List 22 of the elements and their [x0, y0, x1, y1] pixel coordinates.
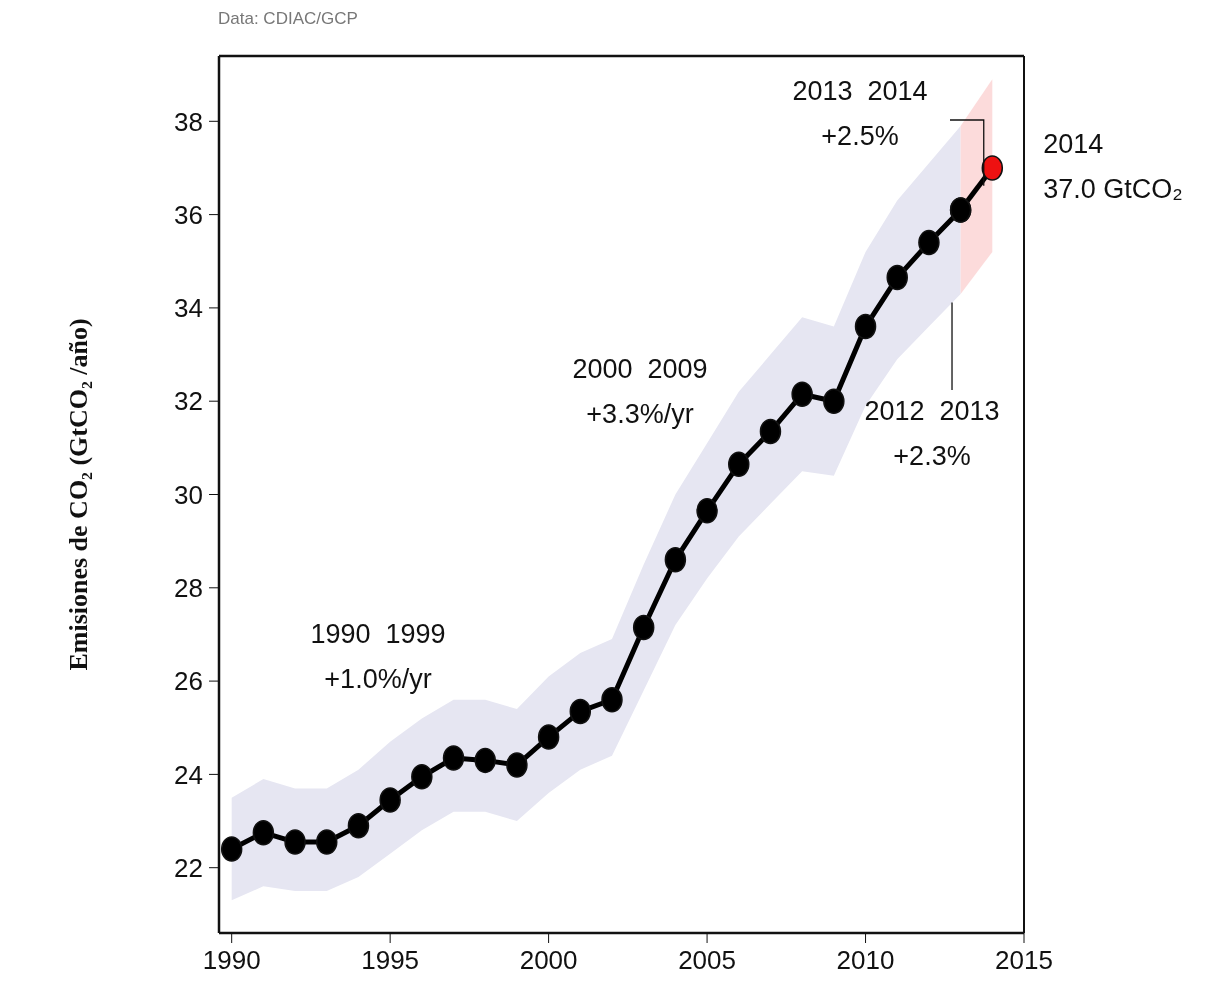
y-tick-label: 30	[174, 479, 203, 510]
y-axis-title: Emisiones de CO₂ (GtCO₂ /año)	[64, 318, 94, 671]
x-tick-label: 2010	[836, 945, 895, 976]
x-tick-label: 2000	[519, 945, 578, 976]
y-tick-label: 26	[174, 666, 203, 697]
annotation: 2014 37.0 GtCO₂	[1043, 129, 1183, 204]
y-tick-label: 38	[174, 106, 203, 137]
text: Data: CDIAC/GCP	[218, 9, 358, 28]
y-tick-label: 34	[174, 293, 203, 324]
y-tick-label: 32	[174, 386, 203, 417]
annotation: 1990 1999 +1.0%/yr	[310, 619, 446, 694]
y-tick-label: 36	[174, 199, 203, 230]
y-tick-label: 24	[174, 759, 203, 790]
annotation: 2012 2013 +2.3%	[864, 396, 1000, 471]
x-tick-label: 1995	[361, 945, 420, 976]
annotation: 2013 2014 +2.5%	[792, 76, 928, 151]
x-tick-label: 2005	[678, 945, 736, 976]
x-tick-label: 1990	[202, 945, 261, 976]
annotation: 2000 2009 +3.3%/yr	[572, 354, 708, 429]
y-tick-label: 22	[174, 852, 203, 883]
y-tick-label: 28	[174, 573, 203, 604]
x-tick-label: 2015	[995, 945, 1053, 976]
